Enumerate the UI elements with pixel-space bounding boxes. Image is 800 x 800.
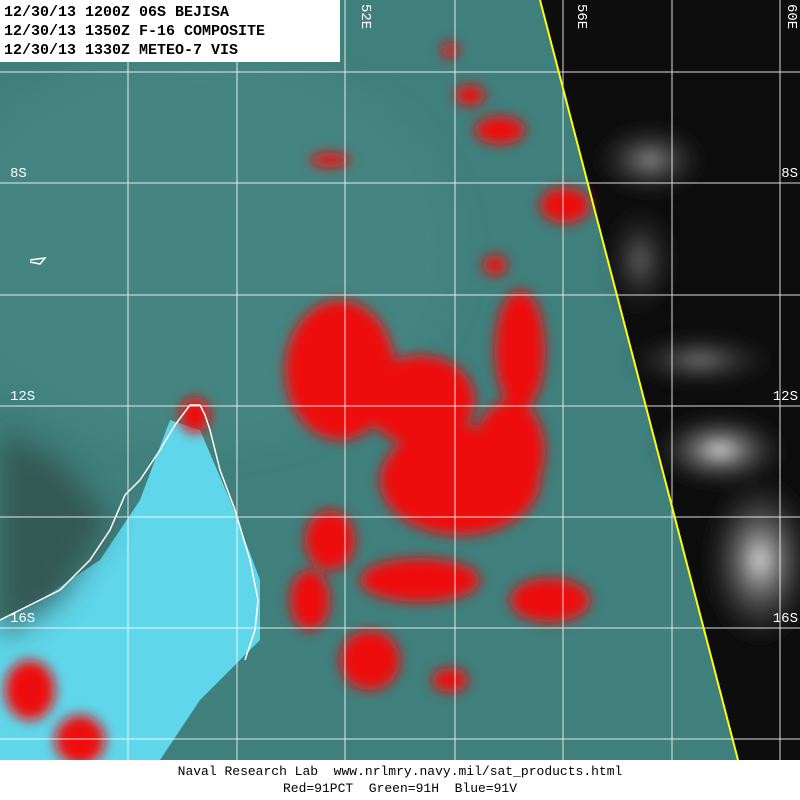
header-line: 12/30/13 1350Z F-16 COMPOSITE xyxy=(4,23,265,40)
header-box xyxy=(0,0,340,62)
latitude-label: 16S xyxy=(10,611,35,627)
footer-line: Red=91PCT Green=91H Blue=91V xyxy=(283,781,517,796)
longitude-label: 52E xyxy=(357,4,373,29)
latitude-label: 12S xyxy=(10,389,35,405)
latitude-label: 16S xyxy=(773,611,798,627)
coastline xyxy=(0,257,259,661)
latitude-label: 8S xyxy=(781,166,798,182)
dark-area xyxy=(0,430,110,640)
clouds-visible xyxy=(590,120,800,650)
graticule xyxy=(0,0,800,760)
latitude-label: 12S xyxy=(773,389,798,405)
longitude-label: 60E xyxy=(783,4,799,29)
latitude-label: 8S xyxy=(10,166,27,182)
precipitation-red xyxy=(5,42,590,765)
footer-line: Naval Research Lab www.nrlmry.navy.mil/s… xyxy=(178,764,623,779)
swath-edge xyxy=(539,0,739,761)
header-line: 12/30/13 1330Z METEO-7 VIS xyxy=(4,42,238,59)
longitude-label: 56E xyxy=(573,4,589,29)
land-cyan xyxy=(0,420,260,760)
footer-box xyxy=(0,760,800,800)
header-line: 12/30/13 1200Z 06S BEJISA xyxy=(4,4,229,21)
